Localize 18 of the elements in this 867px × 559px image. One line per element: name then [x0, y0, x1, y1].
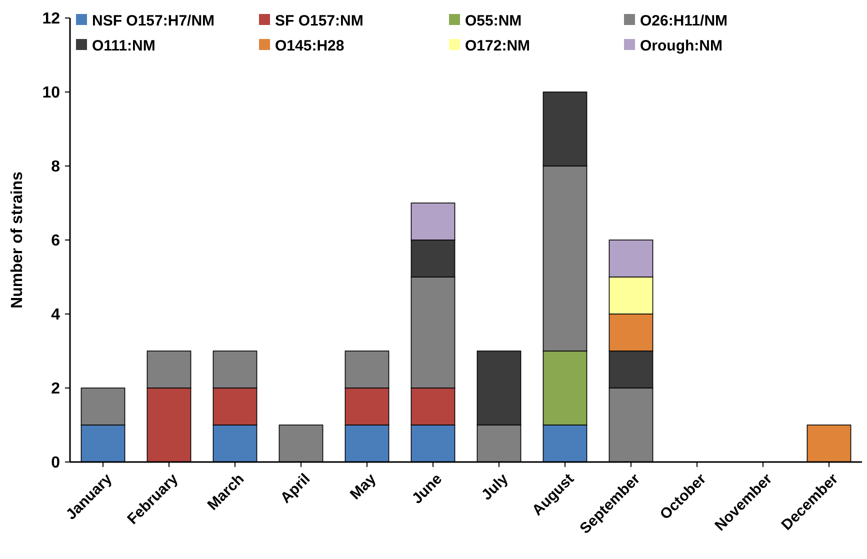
legend-label: NSF O157:H7/NM: [92, 12, 215, 30]
legend-label: Orough:NM: [640, 37, 722, 54]
x-tick-label: May: [346, 470, 380, 504]
y-tick-label: 8: [51, 158, 60, 176]
y-tick-label: 10: [42, 84, 60, 102]
legend-label: O145:H28: [275, 37, 344, 54]
legend-label: O172:NM: [465, 37, 530, 54]
y-tick-label: 4: [51, 306, 60, 324]
y-tick-label: 2: [51, 380, 60, 398]
legend-label: O55:NM: [465, 12, 522, 30]
legend-label: SF O157:NM: [275, 12, 364, 30]
y-tick-label: 0: [51, 454, 60, 472]
y-axis-title: Number of strains: [9, 171, 26, 308]
legend-label: O111:NM: [92, 37, 156, 54]
legend-label: O26:H11/NM: [640, 12, 728, 30]
y-tick-label: 6: [51, 232, 60, 250]
x-tick-label: July: [478, 470, 512, 504]
y-tick-label: 12: [42, 10, 60, 28]
